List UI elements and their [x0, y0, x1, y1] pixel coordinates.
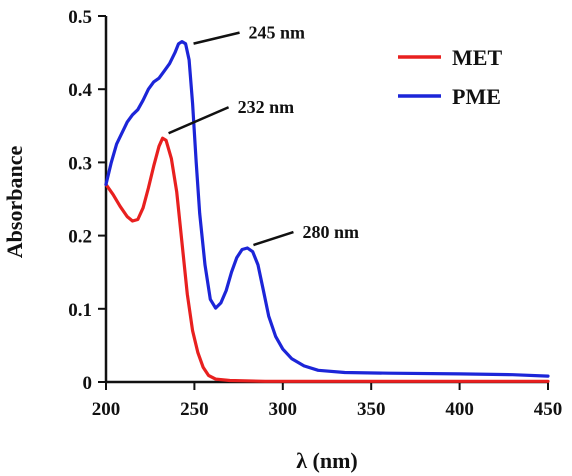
annotation-label: 280 nm	[302, 222, 359, 242]
x-tick-label: 350	[357, 399, 386, 420]
y-tick-label: 0.5	[68, 7, 92, 28]
x-tick-label: 200	[92, 399, 121, 420]
annotation-leader-line	[193, 31, 240, 45]
x-tick-label: 450	[534, 399, 563, 420]
annotation-label: 232 nm	[238, 97, 295, 117]
annotation-label: 245 nm	[249, 23, 306, 43]
legend-label-pme: PME	[452, 84, 501, 109]
annotation-leader-line	[253, 230, 294, 247]
y-axis-title: Absorbance	[2, 146, 27, 259]
legend-label-met: MET	[452, 45, 502, 70]
axes	[104, 16, 549, 384]
series-lines	[104, 39, 550, 383]
y-tick-label: 0	[83, 373, 93, 394]
legend: MET PME	[398, 45, 502, 109]
x-tick-label: 300	[269, 399, 298, 420]
y-tick-label: 0.1	[68, 300, 92, 321]
ticks: 200 250 300 350 400 450 0 0.1 0.2 0.3 0.4 0.5	[68, 7, 562, 420]
x-tick-label: 250	[180, 399, 209, 420]
series-line-pme	[104, 39, 550, 378]
annotation-leader-line	[168, 106, 230, 135]
y-tick-label: 0.4	[68, 80, 92, 101]
x-axis-title: λ (nm)	[296, 448, 358, 473]
series-line-met	[104, 136, 550, 383]
y-tick-label: 0.2	[68, 227, 92, 248]
y-tick-label: 0.3	[68, 153, 92, 174]
x-tick-label: 400	[445, 399, 474, 420]
peak-annotations: 245 nm 232 nm 280 nm	[168, 23, 359, 247]
